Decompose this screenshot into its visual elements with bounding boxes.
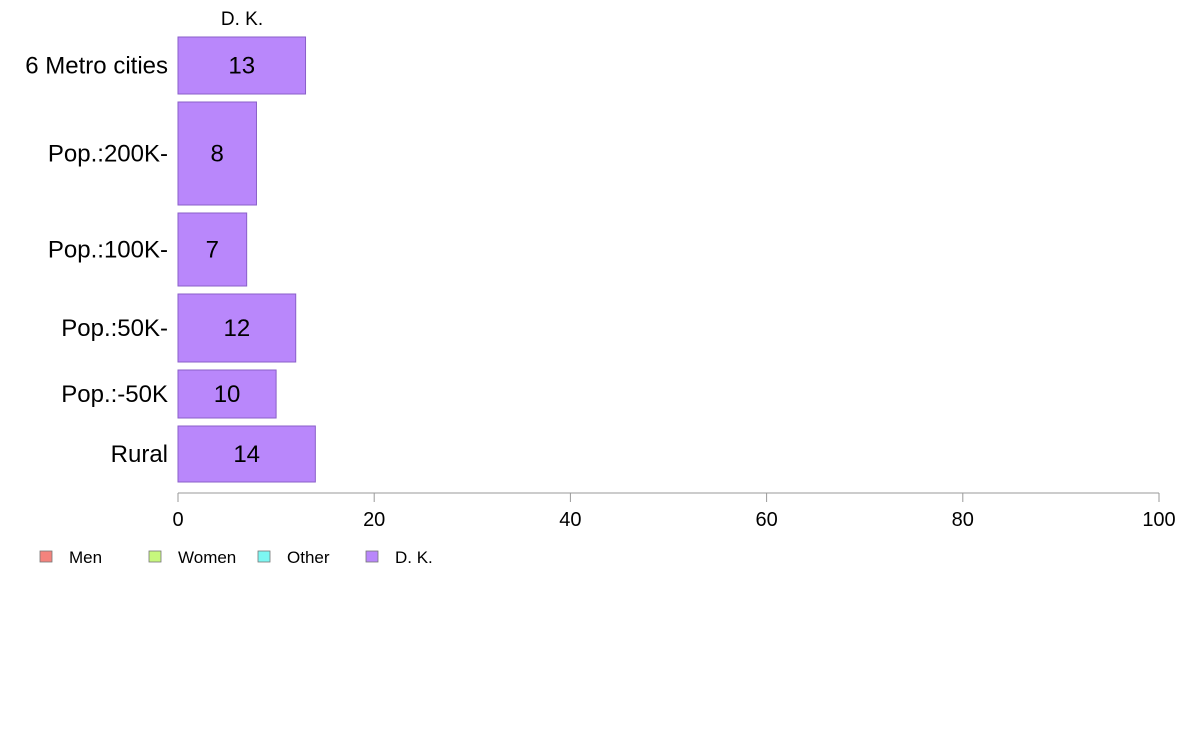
legend-item: Men <box>39 548 102 567</box>
bar <box>177 101 257 206</box>
bars <box>177 36 316 483</box>
bar <box>177 369 277 419</box>
bar <box>177 36 307 95</box>
legend-label: Other <box>287 548 330 567</box>
bar-value-label: 14 <box>233 441 260 468</box>
bar <box>177 425 316 483</box>
legend-item: Women <box>148 548 236 567</box>
bar-value-label: 8 <box>211 141 224 168</box>
legend-swatch <box>39 550 53 563</box>
category-label: 6 Metro cities <box>25 53 168 80</box>
category-label: Pop.:100K- <box>48 237 168 264</box>
category-labels: 6 Metro cities Pop.:200K- Pop.:100K- Pop.:5… <box>25 53 168 469</box>
x-tick-label: 40 <box>559 509 581 531</box>
bar-value-label: 7 <box>206 237 219 264</box>
bar-value-label: 10 <box>214 381 241 408</box>
legend-swatch <box>257 550 271 563</box>
x-tick-label: 0 <box>172 509 183 531</box>
legend-swatch <box>148 550 162 563</box>
legend-swatch <box>365 550 379 563</box>
x-axis: 0 20 40 60 80 100 <box>172 492 1176 531</box>
category-label: Pop.:50K- <box>61 315 168 342</box>
x-tick-label: 20 <box>363 509 385 531</box>
x-tick-label: 100 <box>1142 509 1175 531</box>
category-label: Pop.:200K- <box>48 141 168 168</box>
bar <box>177 212 248 287</box>
x-tick-label: 60 <box>755 509 777 531</box>
legend-label: Women <box>178 548 236 567</box>
bar <box>177 293 297 363</box>
legend-label: Men <box>69 548 102 567</box>
legend: Men Women Other D. K. <box>39 548 433 567</box>
category-label: Rural <box>111 441 168 468</box>
panel-title: D. K. <box>221 9 263 30</box>
legend-label: D. K. <box>395 548 433 567</box>
category-label: Pop.:-50K <box>61 381 168 408</box>
bar-value-labels: 13 8 7 12 10 14 <box>206 53 260 469</box>
legend-item: D. K. <box>365 548 433 567</box>
legend-item: Other <box>257 548 330 567</box>
bar-value-label: 12 <box>224 315 251 342</box>
bar-value-label: 13 <box>228 53 255 80</box>
x-tick-label: 80 <box>952 509 974 531</box>
